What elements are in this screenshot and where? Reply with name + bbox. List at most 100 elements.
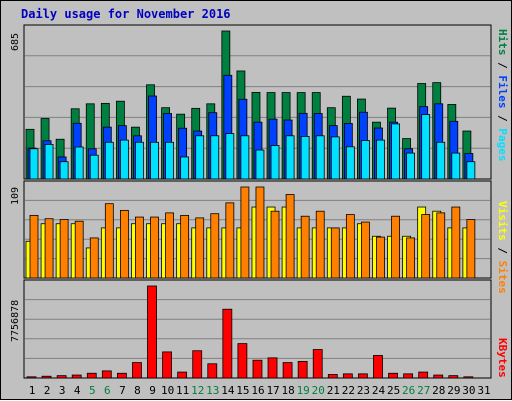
bar-pages-day-12 [195,135,205,180]
x-tick-label-day-29: 29 [447,384,460,397]
x-tick-label-day-26: 26 [402,384,415,397]
bar-sites-day-27 [421,214,431,279]
x-tick-label-day-7: 7 [119,384,126,397]
bar-pages-day-8 [135,141,144,180]
bar-sites-day-9 [150,216,159,279]
x-tick-label-day-2: 2 [44,384,51,397]
bar-sites-day-5 [89,237,99,279]
bar-kbytes-day-30 [463,376,474,379]
x-tick-label-day-24: 24 [372,384,386,397]
bar-sites-day-11 [180,214,190,279]
bar-kbytes-day-4 [71,374,82,379]
bar-kbytes-day-17 [267,357,278,379]
legend-visits-sites: Visits / Sites [496,201,509,294]
max-label-kbytes: 7756878 [10,299,21,342]
bar-kbytes-day-22 [342,373,353,379]
legend-separator: / [496,240,509,261]
bar-kbytes-day-25 [388,372,398,379]
bar-pages-day-3 [59,161,69,180]
bar-pages-day-6 [104,141,114,180]
bar-sites-day-10 [165,212,174,279]
bar-sites-day-25 [391,215,400,279]
max-label-visits-sites: 109 [10,186,21,205]
bar-pages-day-27 [421,114,431,180]
bar-pages-day-22 [345,146,355,180]
bar-sites-day-28 [436,212,446,279]
x-tick-label-day-4: 4 [74,384,81,397]
bar-kbytes-day-16 [252,359,263,379]
bar-pages-day-11 [180,156,190,180]
bar-sites-day-21 [330,227,340,279]
bar-sites-day-14 [225,202,235,279]
bar-kbytes-day-11 [177,371,188,379]
x-tick-label-day-23: 23 [357,384,370,397]
bar-sites-day-3 [59,219,69,279]
bar-pages-day-7 [119,139,129,180]
bar-pages-day-5 [89,154,99,180]
bar-pages-day-1 [29,148,39,180]
bar-sites-day-13 [210,213,220,279]
legend-item-sites: Sites [496,260,509,294]
x-tick-label-day-28: 28 [432,384,445,397]
bar-sites-day-7 [119,209,129,279]
legend-item-kbytes: KBytes [496,338,509,378]
x-tick-label-day-1: 1 [29,384,36,397]
bar-pages-day-15 [240,135,250,180]
bar-pages-day-4 [74,146,84,180]
bar-sites-day-22 [345,214,355,279]
bar-kbytes-day-3 [56,375,67,379]
x-tick-label-day-21: 21 [327,384,340,397]
bar-sites-day-19 [300,215,310,279]
bar-kbytes-day-1 [26,376,37,379]
bar-pages-day-25 [391,123,400,180]
bar-pages-day-13 [210,135,220,180]
bar-kbytes-day-23 [358,373,368,379]
x-tick-label-day-10: 10 [161,384,174,397]
x-tick-label-day-27: 27 [417,384,430,397]
bar-kbytes-day-20 [312,349,323,379]
bar-kbytes-day-10 [162,351,172,379]
x-tick-label-day-19: 19 [297,384,310,397]
x-tick-label-day-20: 20 [312,384,325,397]
x-tick-label-day-5: 5 [89,384,96,397]
legend-item-hits: Hits [496,29,509,56]
legend-kbytes: KBytes [496,338,509,378]
bar-kbytes-day-12 [192,350,203,379]
bar-pages-day-18 [285,135,295,180]
x-tick-label-day-17: 17 [266,384,279,397]
bar-sites-day-24 [376,236,385,279]
bar-kbytes-day-5 [86,372,97,379]
legend-separator: / [496,55,509,76]
bar-kbytes-day-15 [237,343,248,379]
bar-pages-day-10 [165,141,174,180]
x-tick-label-day-3: 3 [59,384,66,397]
bar-sites-day-18 [285,194,295,279]
bar-pages-day-20 [315,135,325,180]
bar-pages-day-17 [270,145,280,180]
bar-kbytes-day-9 [147,285,157,379]
bar-sites-day-2 [44,218,54,279]
bar-sites-day-20 [315,210,325,279]
bar-sites-day-1 [29,214,39,279]
bar-kbytes-day-6 [101,370,112,379]
bar-pages-day-19 [300,136,310,180]
bar-sites-day-15 [240,186,250,279]
bar-kbytes-day-7 [116,372,127,379]
bar-pages-day-23 [361,140,370,180]
x-tick-label-day-11: 11 [176,384,189,397]
bar-sites-day-8 [135,216,144,279]
x-tick-label-day-22: 22 [342,384,355,397]
x-tick-label-day-30: 30 [462,384,475,397]
x-tick-label-day-25: 25 [387,384,400,397]
bar-pages-day-9 [150,141,159,180]
bar-pages-day-29 [451,152,461,180]
bar-pages-day-14 [225,133,235,180]
legend-pages-files-hits: Hits / Files / Pages [496,29,509,162]
bar-kbytes-day-8 [132,362,142,379]
bar-pages-day-30 [466,161,476,180]
bar-sites-day-6 [104,203,114,279]
x-tick-label-day-16: 16 [251,384,264,397]
bar-kbytes-day-2 [41,375,52,379]
bar-kbytes-day-18 [282,362,293,379]
